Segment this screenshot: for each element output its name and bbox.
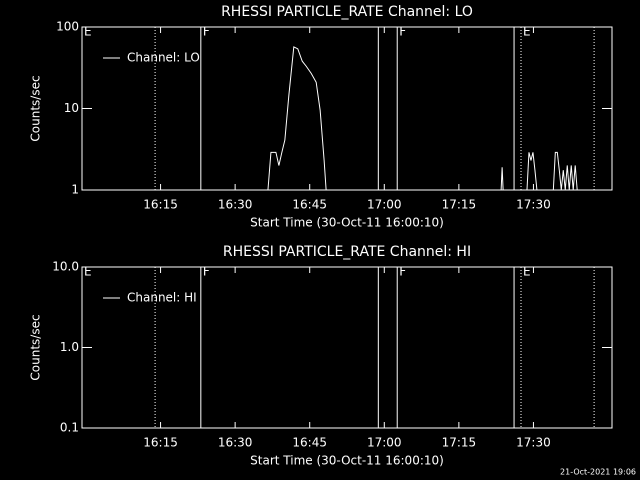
y-tick-label: 0.1 (60, 421, 79, 435)
x-tick-label: 17:15 (442, 198, 477, 212)
legend-label: Channel: HI (127, 291, 197, 305)
y-axis-label: Counts/sec (29, 314, 43, 380)
y-tick-label: 1.0 (60, 340, 79, 354)
x-tick-label: 16:15 (143, 198, 178, 212)
x-tick-label: 17:00 (367, 436, 402, 450)
x-tick-label: 16:30 (218, 436, 253, 450)
x-tick-label: 17:30 (516, 198, 551, 212)
x-tick-label: 17:00 (367, 198, 402, 212)
flag-label: F (399, 265, 406, 279)
flag-label: F (399, 25, 406, 39)
data-line (267, 46, 327, 191)
data-line (500, 167, 504, 191)
flag-label: E (523, 25, 531, 39)
data-line (552, 151, 578, 191)
y-tick-label: 10.0 (52, 260, 79, 274)
chart-title: RHESSI PARTICLE_RATE Channel: LO (221, 4, 473, 20)
y-tick-label: 10 (64, 101, 79, 115)
data-line (526, 152, 538, 191)
x-axis-label: Start Time (30-Oct-11 16:00:10) (250, 216, 444, 230)
flag-label: F (203, 265, 210, 279)
flag-label: F (203, 25, 210, 39)
chart-title: RHESSI PARTICLE_RATE Channel: HI (223, 244, 471, 260)
y-tick-label: 100 (56, 20, 79, 34)
x-tick-label: 16:45 (292, 198, 327, 212)
x-axis-label: Start Time (30-Oct-11 16:00:10) (250, 454, 444, 468)
x-tick-label: 16:15 (143, 436, 178, 450)
x-tick-label: 17:30 (516, 436, 551, 450)
legend-label: Channel: LO (127, 51, 200, 65)
flag-label: E (84, 265, 92, 279)
footer: 21-Oct-2021 19:06 (560, 468, 636, 477)
y-axis-label: Counts/sec (29, 75, 43, 141)
x-tick-label: 16:30 (218, 198, 253, 212)
y-tick-label: 1 (71, 183, 79, 197)
x-tick-label: 17:15 (442, 436, 477, 450)
flag-label: E (84, 25, 92, 39)
flag-label: E (523, 265, 531, 279)
x-tick-label: 16:45 (292, 436, 327, 450)
